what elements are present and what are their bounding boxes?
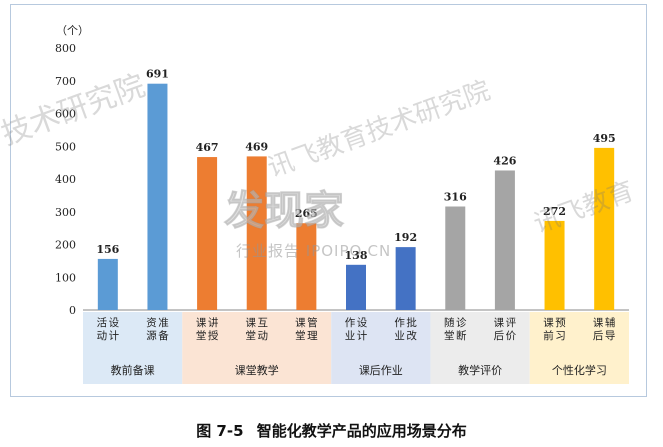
group-band bbox=[182, 312, 332, 384]
y-tick-label: 100 bbox=[55, 271, 76, 284]
data-label: 467 bbox=[196, 141, 219, 154]
bar bbox=[97, 258, 118, 310]
bar bbox=[494, 170, 515, 310]
bar bbox=[445, 206, 466, 310]
y-tick-label: 200 bbox=[55, 239, 76, 252]
bar bbox=[246, 156, 267, 310]
group-label: 课堂教学 bbox=[235, 363, 279, 377]
x-tick-label: 随堂诊断 bbox=[444, 316, 467, 342]
y-tick-label: 0 bbox=[69, 304, 76, 317]
group-label: 课后作业 bbox=[359, 364, 403, 377]
figure-caption: 图 7-5 智能化教学产品的应用场景分布 bbox=[0, 420, 663, 441]
y-axis-label: （个） bbox=[56, 24, 89, 37]
data-label: 426 bbox=[493, 154, 516, 167]
x-tick-label: 课后评价 bbox=[494, 317, 517, 342]
data-label: 495 bbox=[593, 132, 616, 145]
x-tick-label: 课堂互动 bbox=[245, 317, 268, 342]
data-label: 691 bbox=[146, 68, 169, 81]
group-label: 教前备课 bbox=[111, 363, 155, 377]
bar bbox=[395, 247, 416, 310]
data-label: 192 bbox=[394, 231, 417, 244]
y-tick-label: 300 bbox=[55, 206, 76, 219]
data-label: 272 bbox=[543, 205, 566, 218]
bar bbox=[346, 264, 366, 310]
x-tick-label: 作业设计 bbox=[345, 317, 368, 342]
y-tick-label: 700 bbox=[55, 75, 76, 88]
y-tick-label: 500 bbox=[55, 140, 76, 153]
x-tick-label: 资源准备 bbox=[146, 317, 169, 342]
bar bbox=[296, 223, 317, 310]
y-tick-label: 800 bbox=[55, 42, 76, 55]
group-band bbox=[83, 312, 183, 384]
group-label: 个性化学习 bbox=[552, 363, 607, 377]
bar bbox=[147, 83, 168, 310]
x-tick-label: 课堂管理 bbox=[295, 316, 318, 342]
group-band bbox=[529, 312, 629, 384]
y-tick-label: 400 bbox=[55, 173, 76, 186]
data-label: 156 bbox=[96, 243, 119, 256]
group-band bbox=[331, 312, 431, 384]
figure-number: 图 7-5 bbox=[196, 422, 244, 440]
x-tick-label: 课后辅导 bbox=[593, 316, 616, 342]
group-band bbox=[430, 312, 530, 384]
bar bbox=[197, 157, 218, 310]
data-label: 138 bbox=[345, 249, 368, 262]
bar bbox=[544, 220, 565, 310]
x-tick-label: 课前预习 bbox=[543, 317, 566, 342]
data-label: 265 bbox=[295, 207, 318, 220]
y-tick-label: 600 bbox=[55, 108, 76, 121]
bar bbox=[594, 147, 615, 310]
group-label: 教学评价 bbox=[458, 363, 502, 377]
figure-title: 智能化教学产品的应用场景分布 bbox=[256, 422, 467, 440]
data-label: 316 bbox=[444, 191, 467, 204]
x-tick-label: 活动设计 bbox=[97, 317, 120, 342]
x-tick-label: 作业批改 bbox=[394, 316, 417, 342]
data-label: 469 bbox=[245, 140, 268, 153]
x-tick-label: 课堂讲授 bbox=[196, 316, 219, 342]
